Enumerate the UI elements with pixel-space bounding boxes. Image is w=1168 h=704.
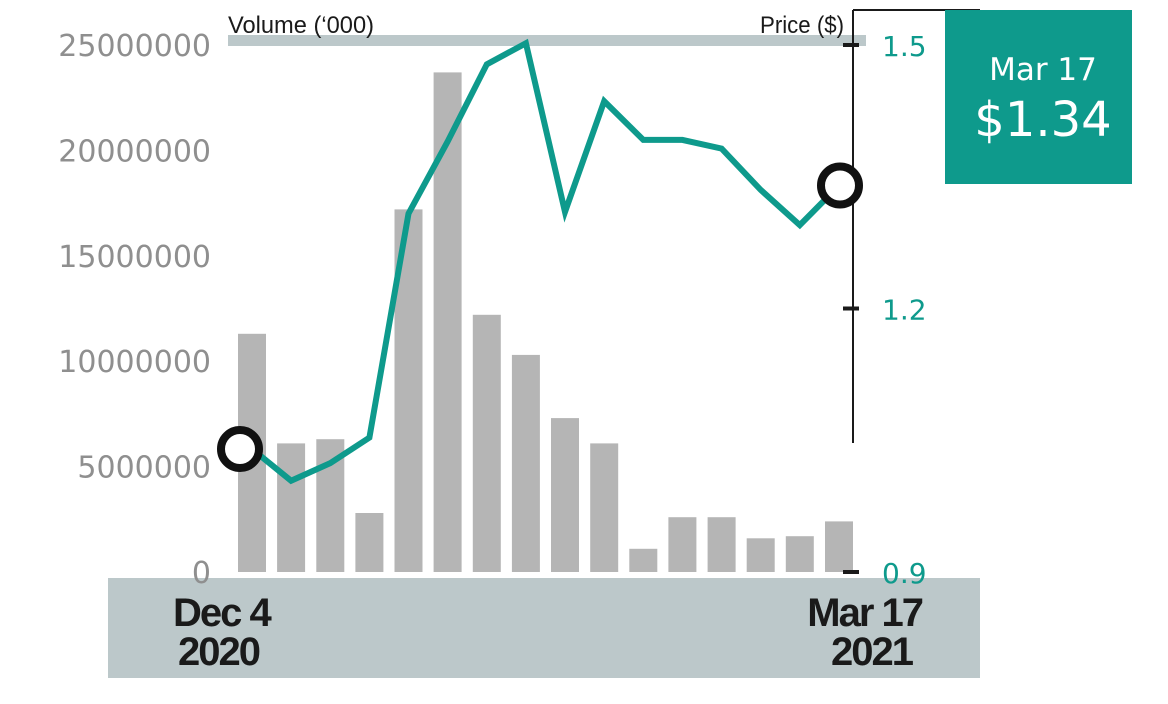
end-marker	[817, 162, 863, 209]
left-tick-label: 10000000	[58, 345, 211, 380]
volume-bar	[590, 443, 619, 572]
volume-bar	[785, 536, 814, 572]
left-tick-label: 5000000	[77, 451, 211, 486]
callout-price: $1.34	[974, 92, 1111, 148]
volume-bar	[668, 517, 697, 572]
left-tick-label: 15000000	[58, 240, 211, 275]
volume-bar	[825, 521, 853, 572]
right-axis-ticks: 0.9 1.2 1.5	[843, 30, 927, 590]
left-tick-label: 25000000	[58, 29, 211, 64]
volume-bar	[355, 513, 384, 572]
x-end-year: 2021	[831, 630, 914, 674]
left-tick-label: 20000000	[58, 134, 211, 169]
x-end-label: Mar 17 2021	[807, 591, 924, 674]
callout-box	[945, 10, 1132, 184]
left-axis-ticks: 0 5000000 10000000 15000000 20000000 25000000	[58, 29, 211, 591]
volume-bar	[277, 443, 306, 572]
callout-date: Mar 17	[989, 52, 1097, 88]
left-tick-label: 0	[192, 556, 211, 591]
volume-bar	[707, 517, 736, 572]
price-line	[250, 38, 842, 485]
right-tick-label: 1.5	[882, 30, 927, 63]
x-start-label: Dec 4 2020	[173, 591, 274, 674]
right-tick-label: 0.9	[882, 557, 927, 590]
right-axis-title: Price ($)	[760, 12, 844, 39]
volume-bar	[629, 548, 658, 572]
x-start-date: Dec 4	[173, 591, 272, 635]
volume-bar	[472, 314, 501, 572]
volume-bar	[511, 354, 540, 572]
right-tick-label: 1.2	[882, 294, 927, 327]
bottom-band	[108, 578, 980, 678]
top-band	[228, 35, 866, 46]
left-axis-title: Volume (‘000)	[228, 12, 374, 39]
start-marker	[217, 426, 263, 472]
volume-bar	[746, 538, 775, 572]
volume-bars	[238, 72, 853, 573]
price-callout: Mar 17 $1.34	[945, 10, 1132, 184]
x-start-year: 2020	[178, 630, 260, 674]
volume-bar	[551, 418, 579, 572]
x-end-date: Mar 17	[807, 591, 922, 635]
